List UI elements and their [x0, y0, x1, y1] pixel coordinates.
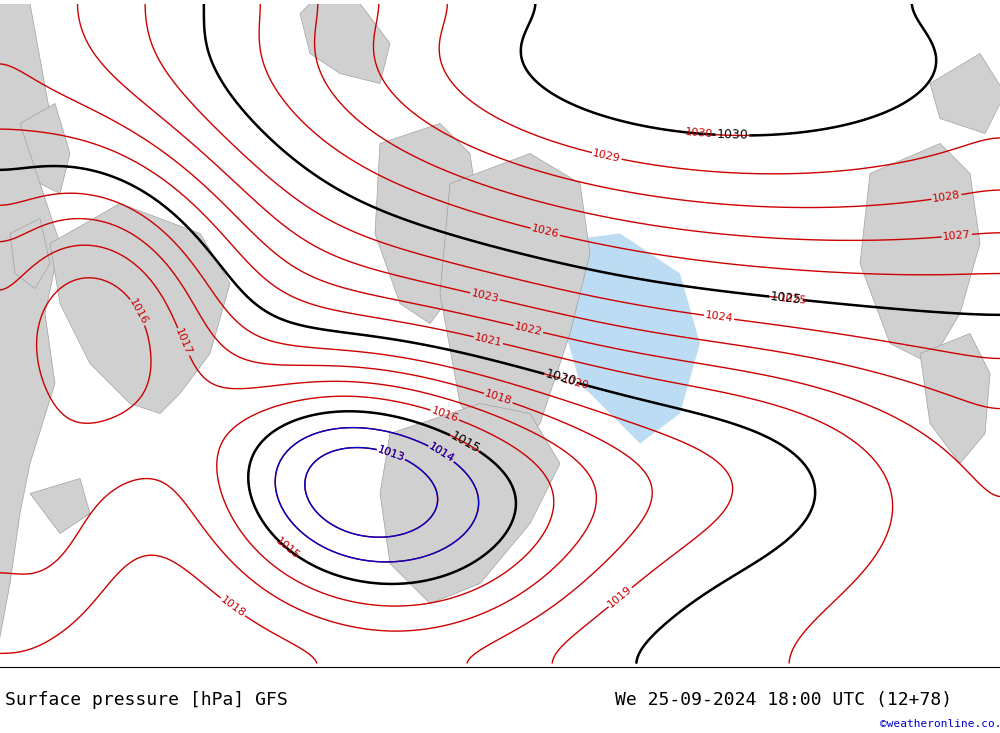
Text: 1029: 1029 — [592, 148, 622, 164]
Text: 1013: 1013 — [376, 444, 406, 463]
Text: 1028: 1028 — [932, 190, 961, 205]
Text: 1027: 1027 — [942, 229, 971, 242]
Text: 1014: 1014 — [427, 441, 456, 465]
Text: 1020: 1020 — [560, 374, 590, 391]
Polygon shape — [30, 479, 90, 534]
Polygon shape — [930, 54, 1000, 133]
Text: 1020: 1020 — [543, 368, 577, 388]
Text: 1030: 1030 — [716, 128, 748, 142]
Text: 1017: 1017 — [173, 327, 194, 357]
Polygon shape — [0, 4, 60, 663]
Text: 1018: 1018 — [218, 594, 247, 619]
Text: 1026: 1026 — [530, 224, 560, 240]
Text: 1016: 1016 — [127, 298, 150, 327]
Text: 1023: 1023 — [470, 288, 500, 304]
Polygon shape — [920, 334, 990, 463]
Text: 1015: 1015 — [274, 536, 302, 561]
Text: 1021: 1021 — [473, 332, 503, 348]
Polygon shape — [300, 4, 390, 84]
Text: 1018: 1018 — [483, 388, 513, 407]
Text: 1015: 1015 — [448, 430, 482, 456]
Text: Surface pressure [hPa] GFS: Surface pressure [hPa] GFS — [5, 691, 288, 709]
Text: 1013: 1013 — [376, 444, 406, 463]
Polygon shape — [50, 204, 230, 413]
Text: 1025: 1025 — [778, 292, 807, 306]
Text: 1030: 1030 — [685, 128, 713, 140]
Text: 1022: 1022 — [514, 321, 543, 337]
Polygon shape — [440, 153, 590, 463]
Polygon shape — [540, 234, 700, 443]
Polygon shape — [375, 124, 480, 323]
Polygon shape — [860, 144, 980, 364]
Polygon shape — [380, 403, 560, 603]
Polygon shape — [20, 103, 70, 194]
Text: 1025: 1025 — [769, 290, 802, 306]
Text: 1019: 1019 — [606, 584, 634, 610]
Text: 1016: 1016 — [430, 405, 460, 424]
Text: We 25-09-2024 18:00 UTC (12+78): We 25-09-2024 18:00 UTC (12+78) — [615, 691, 952, 709]
Polygon shape — [10, 218, 50, 289]
Text: ©weatheronline.co.uk: ©weatheronline.co.uk — [880, 719, 1000, 729]
Text: 1014: 1014 — [427, 441, 456, 465]
Text: 1024: 1024 — [704, 310, 734, 324]
